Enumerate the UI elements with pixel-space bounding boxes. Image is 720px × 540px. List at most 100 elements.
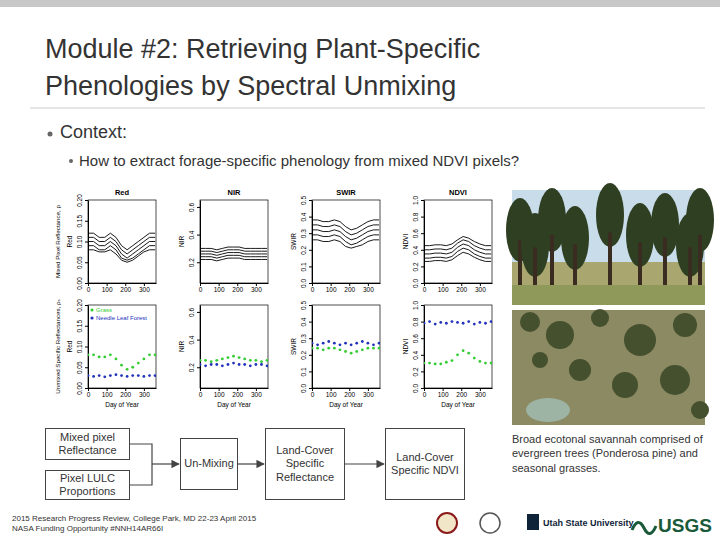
- axis-line: [201, 388, 269, 389]
- tick: 0.8: [412, 212, 424, 221]
- chart-panel: 01002003000.00.10.20.30.40.5SWIRSWIR: [290, 188, 381, 293]
- tick: 0.5: [300, 196, 312, 205]
- tick-mark: [197, 207, 200, 208]
- row-label: Mixed Pixel Reflectance, ρ: [54, 205, 61, 278]
- tick-label: 0.0: [300, 279, 307, 288]
- bullet-dot: [69, 159, 73, 163]
- tick-mark: [309, 355, 312, 356]
- seal: [480, 513, 500, 533]
- tick: 0: [87, 388, 91, 398]
- series-line: [424, 248, 491, 258]
- tick: 100: [438, 388, 449, 398]
- tick: 100: [102, 283, 113, 293]
- photo-forest: [506, 183, 714, 305]
- title-rule: [30, 108, 705, 109]
- series-point: [378, 347, 380, 350]
- series-point: [490, 362, 492, 365]
- tick: 0.20: [76, 299, 88, 312]
- tick: 200: [120, 283, 131, 293]
- tick-mark: [421, 355, 424, 356]
- series-point: [249, 364, 252, 367]
- tick: 300: [363, 283, 374, 293]
- slide: 01002003000.000.050.100.150.20RedRed0100…: [0, 0, 720, 540]
- tick: 0.00: [76, 382, 88, 395]
- tick-mark: [309, 388, 312, 389]
- series-point: [322, 348, 325, 351]
- legend-label: Needle Leaf Forest: [96, 315, 147, 321]
- satellite-tree: [569, 359, 591, 381]
- diagram-box: Un-Mixing: [180, 438, 238, 490]
- series-point: [473, 357, 476, 360]
- satellite-tree: [532, 352, 548, 368]
- tick: 0.6: [412, 334, 424, 343]
- tick-label: 300: [363, 286, 374, 293]
- series-point: [462, 349, 465, 352]
- series-point: [428, 362, 431, 365]
- tick-mark: [85, 347, 88, 348]
- satellite-tree: [660, 365, 690, 395]
- tick-label: 0.20: [76, 299, 83, 312]
- satellite-tree: [591, 309, 609, 327]
- tick-mark: [421, 322, 424, 323]
- tick: 0.05: [76, 361, 88, 374]
- series-point: [260, 360, 263, 363]
- series-point: [126, 368, 129, 371]
- photo-satellite: [512, 309, 709, 425]
- series-point: [456, 321, 459, 324]
- x-axis-title: Day of Year: [105, 401, 139, 409]
- tick-label: 0.00: [76, 382, 83, 395]
- tick-mark: [421, 250, 424, 251]
- chart-title: NDVI: [449, 188, 467, 197]
- series-point: [238, 356, 241, 359]
- series-point: [327, 347, 330, 350]
- y-axis: 0.00.20.40.60.81.0: [412, 196, 425, 288]
- series-point: [254, 359, 257, 362]
- series-point: [424, 362, 425, 365]
- tick-label: 200: [232, 391, 243, 398]
- plot-frame: [88, 200, 156, 283]
- series-point: [204, 359, 207, 362]
- diagram-box: Land-Cover Specific NDVI: [385, 428, 465, 500]
- tick: 0.0: [300, 384, 312, 393]
- tick: 200: [232, 283, 243, 293]
- series-point: [137, 362, 140, 365]
- series-point: [445, 322, 448, 325]
- tick: 0.6: [412, 229, 424, 238]
- satellite-pond: [526, 398, 570, 422]
- tick-label: 0.1: [300, 262, 307, 271]
- tick: 0.2: [188, 258, 200, 267]
- series-point: [439, 363, 442, 366]
- satellite-ground: [512, 310, 705, 425]
- tick-label: 200: [344, 286, 355, 293]
- top-band: [0, 0, 720, 7]
- series-point: [428, 320, 431, 323]
- tick-label: 0: [199, 391, 203, 398]
- series-point: [148, 353, 151, 356]
- tick-mark: [309, 283, 312, 284]
- tick-mark: [421, 200, 424, 201]
- tick: 0.2: [188, 363, 200, 372]
- series-point: [490, 320, 492, 323]
- series-line: [424, 237, 491, 246]
- y-axis: 0.000.050.100.150.20: [76, 194, 89, 290]
- x-axis-title: Day of Year: [329, 401, 363, 409]
- tick: 0.8: [412, 317, 424, 326]
- series-point: [131, 374, 134, 377]
- tick-mark: [309, 371, 312, 372]
- title: Phenologies by Spectral Unmixing: [45, 71, 456, 102]
- tick-label: 0.5: [300, 196, 307, 205]
- tick-mark: [309, 233, 312, 234]
- series-point: [200, 359, 201, 362]
- tick-mark: [197, 340, 200, 341]
- y-axis: 0.20.40.6: [188, 201, 201, 284]
- x-axis: 0100200300: [423, 283, 493, 293]
- tick-label: 300: [251, 391, 262, 398]
- tick-mark: [421, 266, 424, 267]
- tick: 300: [139, 283, 150, 293]
- tick-mark: [421, 283, 424, 284]
- axis-line: [89, 283, 157, 284]
- caption: Broad ecotonal savannah comprised of eve…: [512, 432, 707, 475]
- tick-mark: [421, 388, 424, 389]
- y-axis: 0.00.10.20.30.40.5: [300, 196, 313, 288]
- x-axis: 0100200300: [199, 388, 269, 398]
